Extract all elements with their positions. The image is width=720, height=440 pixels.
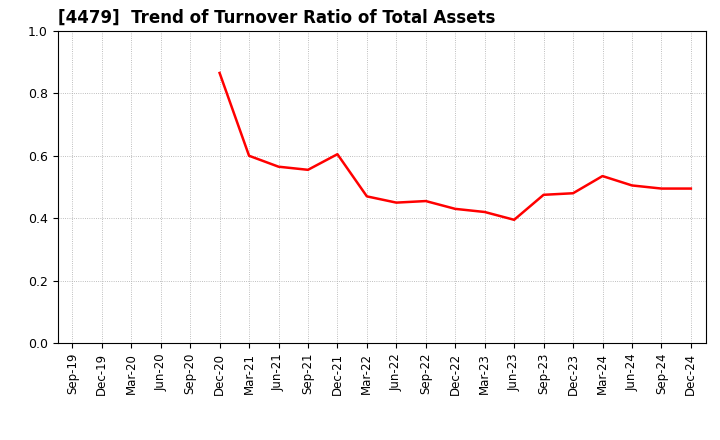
Text: [4479]  Trend of Turnover Ratio of Total Assets: [4479] Trend of Turnover Ratio of Total … [58, 8, 495, 26]
